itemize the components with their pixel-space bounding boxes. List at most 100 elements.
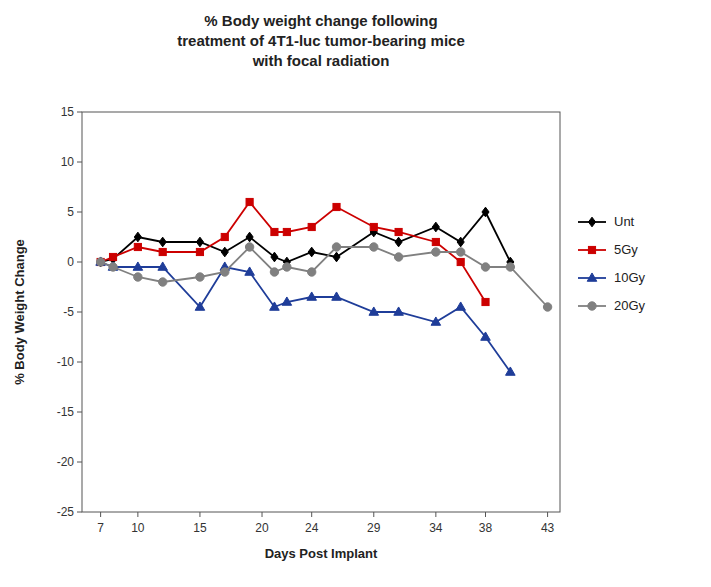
point bbox=[456, 302, 466, 310]
x-tick-label: 29 bbox=[367, 521, 381, 535]
point bbox=[432, 222, 439, 232]
point bbox=[283, 228, 290, 235]
y-tick bbox=[77, 312, 82, 313]
y-tick bbox=[77, 412, 82, 413]
point bbox=[97, 257, 104, 267]
point bbox=[282, 297, 292, 305]
point bbox=[158, 262, 168, 270]
point bbox=[431, 317, 441, 325]
point bbox=[369, 307, 379, 315]
plot-frame bbox=[82, 112, 560, 512]
point bbox=[370, 223, 377, 230]
x-axis-label: Days Post Implant bbox=[265, 546, 378, 561]
legend-marker bbox=[588, 246, 595, 253]
point bbox=[457, 237, 464, 247]
x-tick-label: 43 bbox=[541, 521, 555, 535]
point bbox=[134, 243, 141, 250]
point bbox=[159, 278, 167, 286]
legend-label: 10Gy bbox=[614, 270, 646, 285]
point bbox=[195, 302, 205, 310]
x-tick-label: 38 bbox=[479, 521, 493, 535]
point bbox=[109, 263, 117, 271]
point bbox=[395, 237, 402, 247]
point bbox=[308, 223, 315, 230]
point bbox=[133, 262, 143, 270]
y-tick-label: 10 bbox=[61, 155, 75, 169]
plot-marks bbox=[96, 198, 552, 375]
y-tick bbox=[77, 262, 82, 263]
title-line: % Body weight change following bbox=[204, 12, 437, 29]
point bbox=[196, 273, 204, 281]
point bbox=[307, 292, 317, 300]
y-tick-label: -15 bbox=[57, 405, 75, 419]
point bbox=[395, 228, 402, 235]
point bbox=[134, 273, 142, 281]
x-tick bbox=[547, 512, 548, 517]
x-tick bbox=[373, 512, 374, 517]
point bbox=[482, 298, 489, 305]
series-line bbox=[101, 262, 511, 372]
point bbox=[221, 268, 229, 276]
title-line: treatment of 4T1-luc tumor-bearing mice bbox=[177, 32, 465, 49]
point bbox=[96, 257, 106, 265]
legend-label: 5Gy bbox=[614, 242, 638, 257]
y-tick bbox=[77, 512, 82, 513]
y-tick bbox=[77, 462, 82, 463]
x-tick bbox=[311, 512, 312, 517]
point bbox=[283, 263, 291, 271]
x-tick-label: 15 bbox=[193, 521, 207, 535]
point bbox=[394, 253, 402, 261]
x-tick-label: 24 bbox=[305, 521, 319, 535]
point bbox=[543, 303, 551, 311]
point bbox=[246, 198, 253, 205]
y-tick-label: -25 bbox=[57, 505, 75, 519]
y-tick bbox=[77, 162, 82, 163]
legend-marker bbox=[588, 217, 595, 227]
legend: Unt5Gy10Gy20Gy bbox=[578, 214, 646, 313]
y-tick-label: -20 bbox=[57, 455, 75, 469]
point bbox=[333, 203, 340, 210]
x-tick-label: 10 bbox=[131, 521, 145, 535]
point bbox=[196, 248, 203, 255]
series-line bbox=[101, 202, 486, 302]
point bbox=[221, 247, 228, 257]
point bbox=[333, 252, 340, 262]
legend-marker bbox=[588, 302, 596, 310]
point bbox=[481, 332, 491, 340]
legend-marker bbox=[587, 273, 597, 281]
point bbox=[159, 248, 166, 255]
point bbox=[134, 232, 141, 242]
point bbox=[246, 232, 253, 242]
point bbox=[332, 243, 340, 251]
legend-label: Unt bbox=[614, 214, 635, 229]
y-tick-label: 5 bbox=[67, 205, 74, 219]
point bbox=[506, 367, 516, 375]
point bbox=[432, 248, 440, 256]
x-tick bbox=[435, 512, 436, 517]
point bbox=[245, 243, 253, 251]
point bbox=[308, 247, 315, 257]
title-line: with focal radiation bbox=[252, 52, 390, 69]
point bbox=[370, 243, 378, 251]
point bbox=[307, 268, 315, 276]
title: % Body weight change following treatment … bbox=[177, 12, 465, 69]
y-tick bbox=[77, 212, 82, 213]
x-tick-label: 20 bbox=[255, 521, 269, 535]
point bbox=[270, 302, 280, 310]
x-tick-label: 7 bbox=[97, 521, 104, 535]
y-tick-label: -10 bbox=[57, 355, 75, 369]
point bbox=[159, 237, 166, 247]
y-tick bbox=[77, 112, 82, 113]
point bbox=[481, 263, 489, 271]
point bbox=[456, 248, 464, 256]
point bbox=[482, 207, 489, 217]
point bbox=[271, 228, 278, 235]
series-line bbox=[101, 247, 548, 307]
point bbox=[96, 258, 104, 266]
x-tick bbox=[485, 512, 486, 517]
point bbox=[245, 267, 255, 275]
series-line bbox=[101, 212, 511, 262]
y-tick-label: 15 bbox=[61, 105, 75, 119]
x-tick bbox=[262, 512, 263, 517]
point bbox=[108, 262, 118, 270]
